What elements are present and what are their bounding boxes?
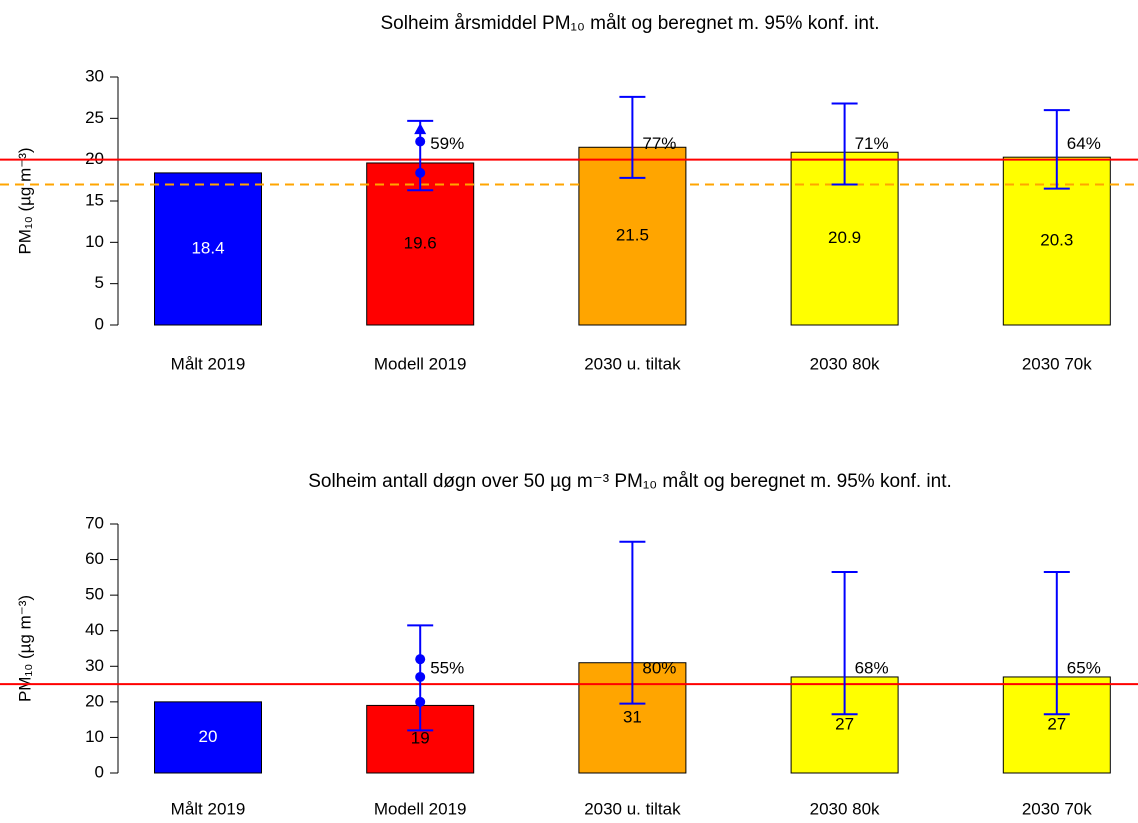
x-tick-label: 2030 70k	[1022, 799, 1092, 818]
x-tick-label: 2030 80k	[810, 799, 880, 818]
y-tick-label: 0	[95, 314, 104, 333]
y-tick-label: 15	[85, 190, 104, 209]
x-tick-label: Modell 2019	[374, 354, 467, 373]
y-tick-label: 0	[95, 762, 104, 781]
point	[414, 123, 427, 135]
probability-label: 64%	[1067, 134, 1101, 153]
point	[415, 671, 426, 682]
point	[415, 136, 426, 147]
probability-label: 80%	[642, 659, 676, 678]
y-tick-label: 5	[95, 273, 104, 292]
value-label: 20.9	[828, 228, 861, 247]
chart-title: Solheim årsmiddel PM₁₀ målt og beregnet …	[380, 13, 879, 34]
x-tick-label: 2030 80k	[810, 354, 880, 373]
y-tick-label: 20	[85, 691, 104, 710]
value-label: 19	[411, 729, 430, 748]
y-tick-label: 10	[85, 232, 104, 251]
y-tick-label: 30	[85, 66, 104, 85]
value-label: 19.6	[404, 233, 437, 252]
y-tick-label: 30	[85, 656, 104, 675]
y-tick-label: 20	[85, 149, 104, 168]
value-label: 20	[199, 727, 218, 746]
point	[415, 654, 426, 665]
x-tick-label: Modell 2019	[374, 799, 467, 818]
x-tick-label: Målt 2019	[171, 799, 246, 818]
bar	[154, 172, 262, 326]
point	[415, 167, 426, 178]
value-label: 18.4	[191, 238, 224, 257]
y-tick-label: 10	[85, 727, 104, 746]
probability-label: 55%	[430, 659, 464, 678]
value-label: 20.3	[1040, 231, 1073, 250]
y-tick-label: 70	[85, 513, 104, 532]
bar	[154, 701, 262, 774]
probability-label: 59%	[430, 134, 464, 153]
x-tick-label: Målt 2019	[171, 354, 246, 373]
y-axis-label: PM₁₀ (µg m⁻³)	[15, 147, 34, 254]
probability-label: 71%	[855, 134, 889, 153]
probability-label: 77%	[642, 134, 676, 153]
y-tick-label: 50	[85, 585, 104, 604]
chart-title: Solheim antall døgn over 50 µg m⁻³ PM₁₀ …	[308, 471, 952, 492]
bar	[790, 151, 899, 326]
y-tick-label: 40	[85, 620, 104, 639]
value-label: 27	[835, 714, 854, 733]
x-tick-label: 2030 u. tiltak	[584, 354, 681, 373]
x-tick-label: 2030 u. tiltak	[584, 799, 681, 818]
point	[415, 696, 426, 707]
value-label: 31	[623, 707, 642, 726]
value-label: 21.5	[616, 226, 649, 245]
y-tick-label: 60	[85, 549, 104, 568]
probability-label: 68%	[855, 659, 889, 678]
y-axis-label: PM₁₀ (µg m⁻³)	[15, 595, 34, 702]
value-label: 27	[1047, 714, 1066, 733]
probability-label: 65%	[1067, 659, 1101, 678]
x-tick-label: 2030 70k	[1022, 354, 1092, 373]
y-tick-label: 25	[85, 108, 104, 127]
